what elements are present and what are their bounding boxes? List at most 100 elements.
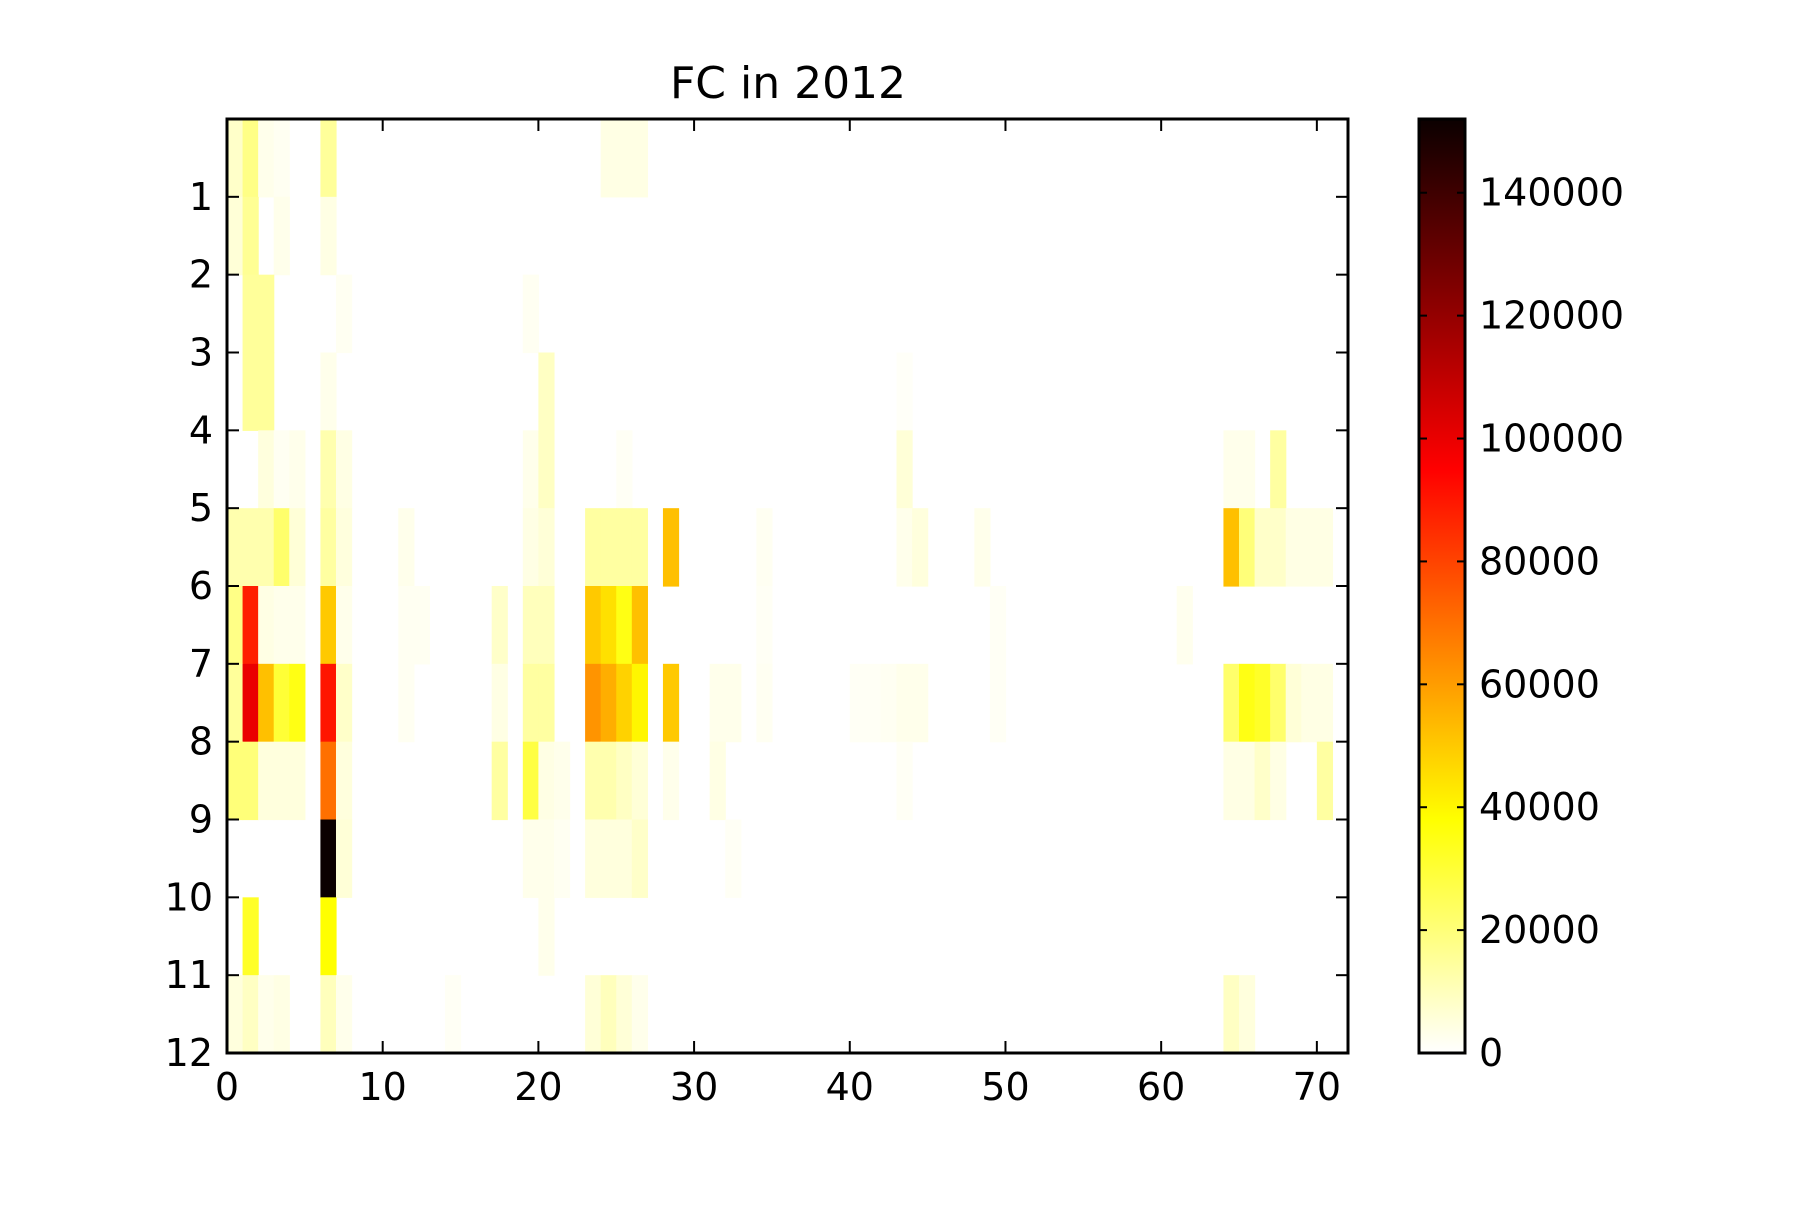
heatmap-cell (335, 586, 353, 665)
heatmap-cell (258, 586, 275, 665)
heatmap-cell (522, 586, 539, 665)
heatmap-cell (600, 663, 617, 743)
x-tick-label: 0 (215, 1065, 239, 1109)
heatmap-cell (522, 663, 539, 743)
colorbar-tick-label: 20000 (1479, 908, 1600, 952)
heatmap-cell (631, 663, 648, 743)
heatmap-cell (522, 741, 539, 821)
heatmap-cell (491, 586, 508, 665)
heatmap-cell (631, 741, 648, 821)
heatmap-cell (1239, 430, 1256, 509)
heatmap-cell (538, 663, 555, 743)
heatmap-cell (1270, 663, 1287, 743)
heatmap-cell (538, 508, 555, 587)
heatmap-cell (491, 741, 508, 821)
heatmap-cell (242, 196, 259, 276)
colorbar-tick-label: 80000 (1479, 539, 1600, 583)
x-tick-label: 70 (1293, 1065, 1341, 1109)
heatmap-cell (912, 663, 929, 743)
y-tick-label: 10 (165, 875, 213, 919)
heatmap-cell (896, 352, 913, 431)
heatmap-cell (1316, 663, 1334, 743)
heatmap-cell (398, 663, 415, 743)
heatmap-cell (273, 119, 290, 198)
heatmap-cell (227, 741, 244, 821)
colorbar-tick-label: 120000 (1479, 294, 1624, 338)
heatmap-cell (398, 508, 415, 587)
y-tick-label: 6 (189, 564, 213, 608)
heatmap-cell (273, 663, 290, 743)
x-tick-label: 30 (670, 1065, 718, 1109)
heatmap-cell (1239, 508, 1256, 587)
heatmap-cell (242, 508, 259, 587)
colorbar-tick-label: 140000 (1479, 171, 1624, 215)
x-tick-label: 40 (826, 1065, 874, 1109)
heatmap-cell (320, 119, 337, 198)
heatmap-cell (849, 663, 866, 743)
heatmap-cell (616, 819, 633, 898)
heatmap-cell (538, 741, 555, 821)
heatmap-cell (1239, 663, 1256, 743)
heatmap-cell (242, 897, 259, 976)
heatmap-cell (398, 586, 415, 665)
heatmap-cell (662, 508, 680, 587)
heatmap-cell (865, 663, 882, 743)
heatmap-cell (896, 430, 913, 509)
heatmap-cell (538, 586, 555, 665)
heatmap-cell (273, 430, 290, 509)
y-tick-label: 8 (189, 720, 213, 764)
heatmap-cell (320, 741, 337, 821)
heatmap-cell (538, 897, 555, 976)
y-tick-label: 7 (189, 642, 213, 686)
heatmap-cell (335, 430, 353, 509)
heatmap-cell (1285, 508, 1302, 587)
heatmap-cell (242, 352, 259, 431)
heatmap-cell (616, 741, 633, 821)
heatmap-cell (1176, 586, 1193, 665)
heatmap-cell (538, 430, 555, 509)
heatmap-cell (1270, 430, 1287, 509)
heatmap-cell (335, 975, 353, 1054)
heatmap-cell (1223, 741, 1240, 821)
heatmap-cell (273, 975, 290, 1054)
heatmap-cell (289, 741, 306, 821)
heatmap-cell (258, 119, 275, 198)
heatmap-cell (522, 819, 539, 898)
heatmap-cell (631, 119, 648, 198)
heatmap-cell (320, 586, 337, 665)
heatmap-cell (320, 663, 337, 743)
colorbar-tick-label: 60000 (1479, 662, 1600, 706)
y-tick-label: 4 (189, 408, 213, 452)
heatmap-cell (616, 586, 633, 665)
heatmap-cell (912, 508, 929, 587)
heatmap-cell (289, 430, 306, 509)
heatmap-cell (335, 819, 353, 898)
heatmap-cell (553, 819, 571, 898)
heatmap-cell (258, 975, 275, 1054)
heatmap-cell (600, 508, 617, 587)
y-tick-label: 11 (165, 953, 213, 997)
heatmap-cell (242, 586, 259, 665)
heatmap-cell (227, 196, 244, 276)
colorbar (1417, 117, 1467, 1055)
heatmap-cell (538, 352, 555, 431)
heatmap-cell (896, 741, 913, 821)
heatmap-cell (631, 819, 648, 898)
heatmap-cell (616, 975, 633, 1054)
heatmap-cell (1254, 508, 1271, 587)
heatmap-cell (709, 663, 726, 743)
heatmap-cell (413, 586, 430, 665)
heatmap-cell (896, 508, 913, 587)
heatmap-cell (242, 741, 259, 821)
heatmap-cell (242, 119, 259, 198)
heatmap-cell (1254, 663, 1271, 743)
heatmap-cell (631, 508, 648, 587)
heatmap-cell (320, 975, 337, 1054)
heatmap-cell (242, 274, 259, 354)
heatmap-cell (709, 741, 726, 821)
heatmap-cell (258, 508, 275, 587)
heatmap-cell (538, 819, 555, 898)
heatmap-cell (553, 741, 571, 821)
